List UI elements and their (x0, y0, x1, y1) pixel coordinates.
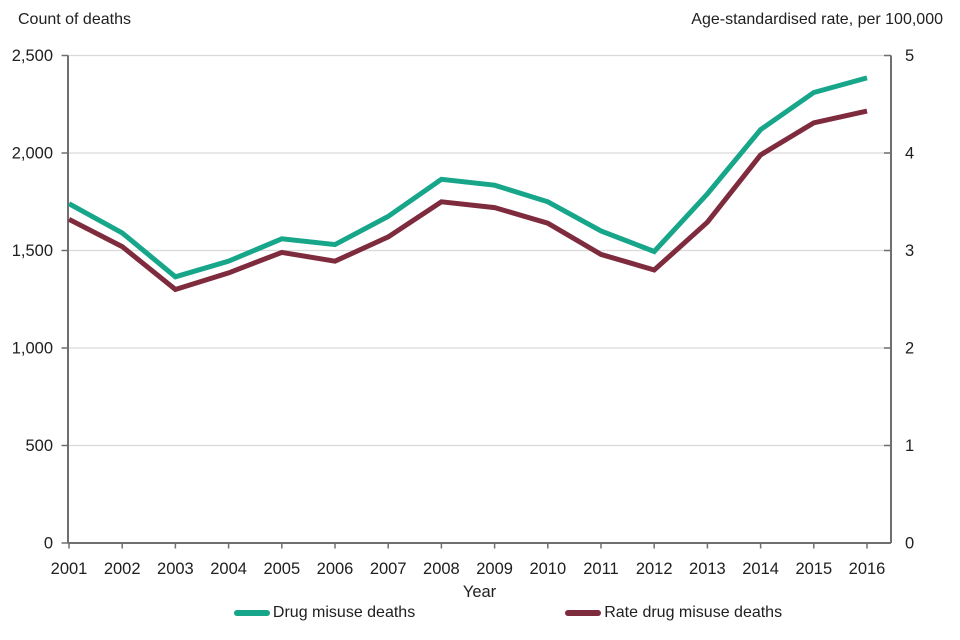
left-axis-tick-label: 2,000 (12, 145, 53, 163)
ticks-group (61, 54, 891, 549)
x-axis-tick-label: 2011 (583, 560, 618, 578)
x-axis-tick-label: 2002 (104, 560, 141, 578)
tick-labels-group: 2,500 5 2,000 4 1,500 3 1,000 2 500 1 0 0 2001 2002 20… (12, 47, 914, 578)
x-axis-tick-label: 2013 (689, 560, 726, 578)
right-axis-tick-label: 0 (905, 535, 914, 553)
legend: Drug misuse deaths Rate drug misuse deat… (28, 604, 960, 622)
left-axis-tick-label: 1,500 (12, 242, 53, 260)
x-axis-tick-label: 2016 (849, 560, 886, 578)
x-axis-tick-label: 2015 (795, 560, 832, 578)
left-axis-title: Count of deaths (18, 11, 131, 28)
x-axis-tick-label: 2009 (476, 560, 513, 578)
x-axis-tick-label: 2004 (210, 560, 247, 578)
x-axis-tick-label: 2005 (263, 560, 300, 578)
axes-group (67, 55, 892, 544)
legend-item-rate-drug-misuse-deaths: Rate drug misuse deaths (565, 604, 782, 622)
right-axis-tick-label: 1 (905, 437, 914, 455)
x-axis-title: Year (462, 583, 497, 601)
right-axis-tick-label: 3 (905, 242, 914, 260)
x-axis-tick-label: 2001 (51, 560, 88, 578)
series-line-rate-drug-misuse-deaths (67, 108, 868, 293)
legend-swatch-rate-drug-misuse-deaths-icon (565, 610, 602, 616)
x-axis-tick-label: 2007 (370, 560, 407, 578)
x-axis-tick-label: 2010 (529, 560, 566, 578)
x-axis-tick-label: 2003 (157, 560, 194, 578)
right-axis-tick-label: 2 (905, 340, 914, 358)
right-axis-tick-label: 5 (905, 47, 914, 65)
series-group (67, 75, 868, 293)
left-axis-tick-label: 2,500 (12, 47, 53, 65)
left-axis-tick-label: 0 (44, 535, 53, 553)
right-axis-title: Age-standardised rate, per 100,000 (691, 11, 943, 28)
x-axis-tick-label: 2006 (317, 560, 354, 578)
series-line-drug-misuse-deaths (67, 75, 868, 280)
gridlines-group (68, 54, 891, 447)
legend-label-drug-misuse-deaths: Drug misuse deaths (272, 604, 416, 621)
x-axis-tick-label: 2008 (423, 560, 460, 578)
left-axis-tick-label: 500 (25, 437, 53, 455)
legend-item-drug-misuse-deaths: Drug misuse deaths (233, 604, 416, 622)
left-axis-tick-label: 1,000 (12, 340, 53, 358)
x-axis-tick-label: 2012 (636, 560, 673, 578)
x-axis-tick-label: 2014 (742, 560, 779, 578)
legend-label-rate-drug-misuse-deaths: Rate drug misuse deaths (604, 604, 783, 621)
legend-swatch-drug-misuse-deaths-icon (233, 610, 270, 616)
right-axis-tick-label: 4 (905, 145, 914, 163)
